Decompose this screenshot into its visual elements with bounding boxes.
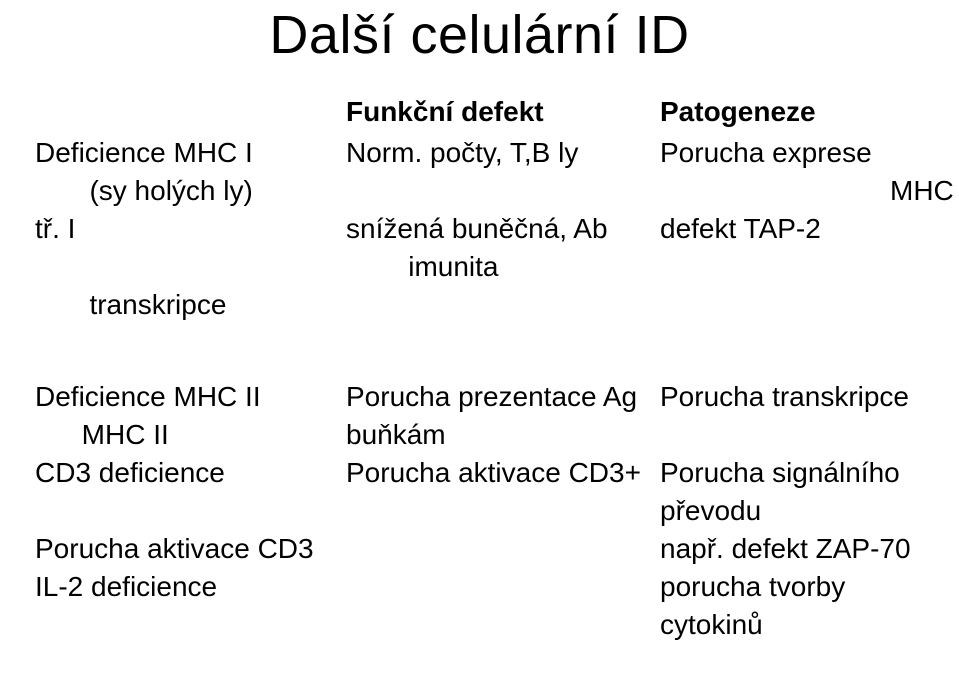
b2-r2-c1: MHC II bbox=[35, 416, 169, 454]
b1-r2-c3: MHC bbox=[890, 172, 954, 210]
b2-r1-c3: Porucha transkripce bbox=[660, 378, 909, 416]
slide-title: Další celulární ID bbox=[0, 4, 959, 66]
b2-r7-c3: cytokinů bbox=[660, 606, 763, 644]
column-header-patogeneze: Patogeneze bbox=[660, 96, 816, 128]
b2-r1-c2: Porucha prezentace Ag bbox=[346, 378, 637, 416]
b2-r6-c3: porucha tvorby bbox=[660, 568, 845, 606]
b1-r3-c3: defekt TAP-2 bbox=[660, 210, 821, 248]
b2-r6-c1: IL-2 deficience bbox=[35, 568, 217, 606]
b1-r2-c1: (sy holých ly) bbox=[35, 172, 253, 210]
b2-r4-c3: převodu bbox=[660, 492, 761, 530]
b2-r1-c1: Deficience MHC II bbox=[35, 378, 261, 416]
b2-r3-c2: Porucha aktivace CD3+ bbox=[346, 454, 641, 492]
b1-r3-c1: tř. I bbox=[35, 210, 75, 248]
b1-r1-c3: Porucha exprese bbox=[660, 134, 872, 172]
b1-r1-c1: Deficience MHC I bbox=[35, 134, 253, 172]
b2-r2-c2: buňkám bbox=[346, 416, 446, 454]
b1-r3-c2: snížená buněčná, Ab bbox=[346, 210, 608, 248]
slide: Další celulární ID Funkční defekt Patoge… bbox=[0, 0, 959, 684]
b2-r5-c3: např. defekt ZAP-70 bbox=[660, 530, 911, 568]
column-header-funkcni-defekt: Funkční defekt bbox=[346, 96, 544, 128]
b2-r5-c1: Porucha aktivace CD3 bbox=[35, 530, 314, 568]
b1-r5-c1: transkripce bbox=[35, 286, 226, 324]
b2-r3-c3: Porucha signálního bbox=[660, 454, 900, 492]
b2-r3-c1: CD3 deficience bbox=[35, 454, 225, 492]
b1-r4-c2: imunita bbox=[346, 248, 499, 286]
b1-r1-c2: Norm. počty, T,B ly bbox=[346, 134, 578, 172]
